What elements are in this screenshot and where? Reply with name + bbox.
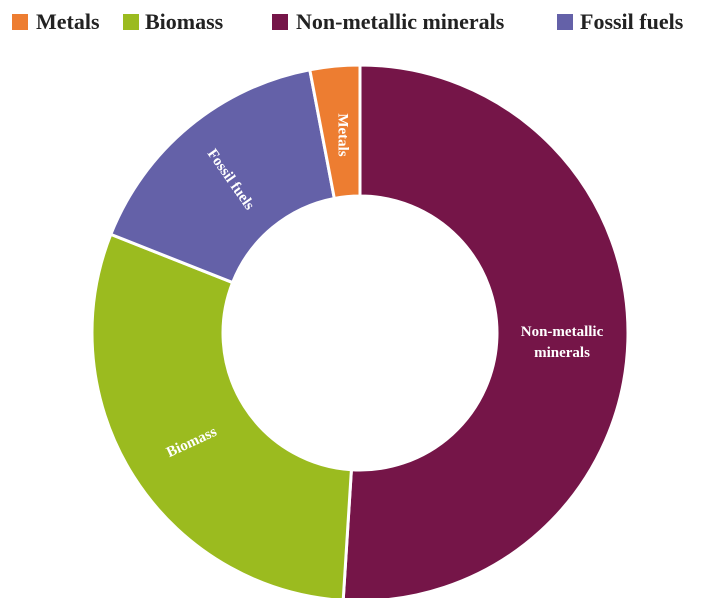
donut-slice: [341, 63, 630, 598]
legend-swatch: [557, 14, 573, 30]
legend-label: Metals: [36, 9, 100, 34]
legend-swatch: [123, 14, 139, 30]
donut-slice: [308, 63, 362, 201]
slice-label: Non-metallic minerals: [521, 324, 604, 361]
donut-slice: [90, 232, 353, 598]
slice-label: Metals: [335, 113, 351, 156]
legend-label: Non-metallic minerals: [296, 9, 505, 34]
legend-swatch: [272, 14, 288, 30]
legend-label: Biomass: [145, 9, 224, 34]
legend-swatch: [12, 14, 28, 30]
legend-label: Fossil fuels: [580, 9, 684, 34]
donut-slice: [108, 67, 337, 285]
